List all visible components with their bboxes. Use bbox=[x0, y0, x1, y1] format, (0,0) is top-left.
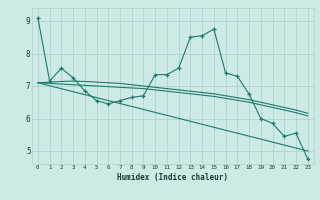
X-axis label: Humidex (Indice chaleur): Humidex (Indice chaleur) bbox=[117, 173, 228, 182]
